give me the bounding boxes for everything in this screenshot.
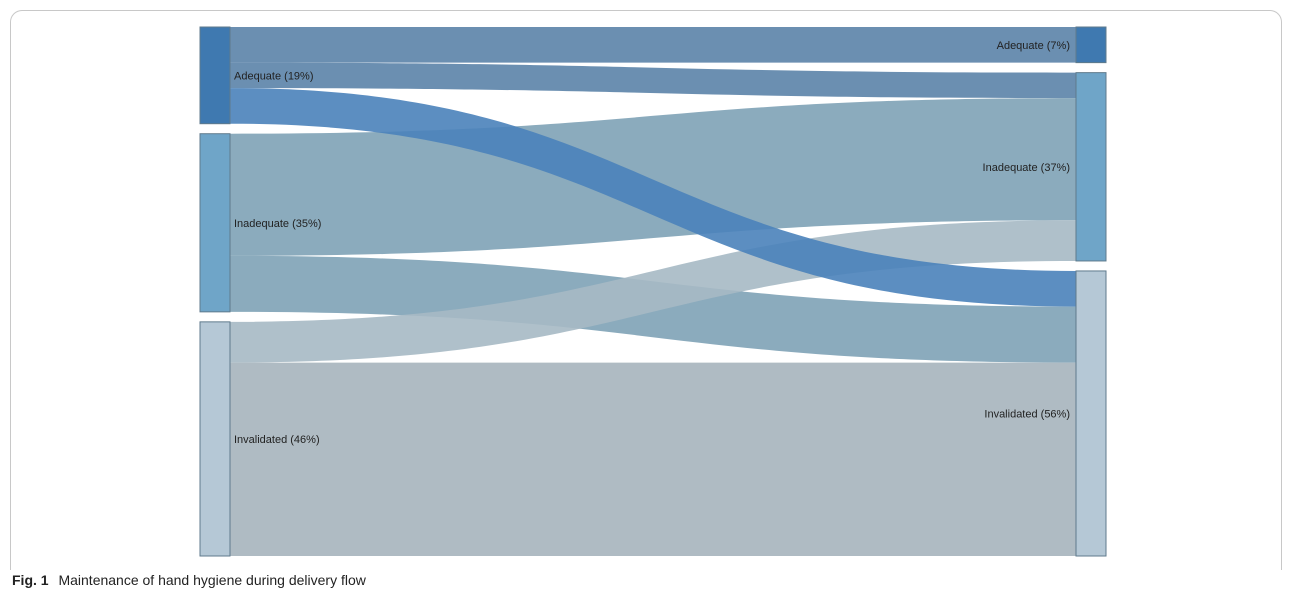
node-label-l-inadequate: Inadequate (35%) bbox=[234, 218, 321, 230]
node-label-r-adequate: Adequate (7%) bbox=[997, 40, 1070, 52]
figure-caption: Fig. 1 Maintenance of hand hygiene durin… bbox=[12, 572, 366, 588]
node-r-inadequate bbox=[1076, 73, 1106, 261]
node-l-inadequate bbox=[200, 134, 230, 312]
node-label-l-adequate: Adequate (19%) bbox=[234, 70, 314, 82]
node-r-invalidated bbox=[1076, 271, 1106, 556]
flow-l-adequate-to-r-adequate bbox=[230, 27, 1076, 63]
node-label-r-inadequate: Inadequate (37%) bbox=[983, 162, 1070, 174]
node-l-adequate bbox=[200, 27, 230, 124]
node-l-invalidated bbox=[200, 322, 230, 556]
flow-l-adequate-to-r-inadequate bbox=[230, 63, 1076, 98]
node-r-adequate bbox=[1076, 27, 1106, 63]
figure-number: Fig. 1 bbox=[12, 572, 49, 588]
flows-group bbox=[230, 27, 1076, 556]
node-label-l-invalidated: Invalidated (46%) bbox=[234, 434, 320, 446]
node-label-r-invalidated: Invalidated (56%) bbox=[984, 408, 1070, 420]
figure-caption-text: Maintenance of hand hygiene during deliv… bbox=[58, 572, 365, 588]
flow-l-invalidated-to-r-invalidated bbox=[230, 363, 1076, 556]
